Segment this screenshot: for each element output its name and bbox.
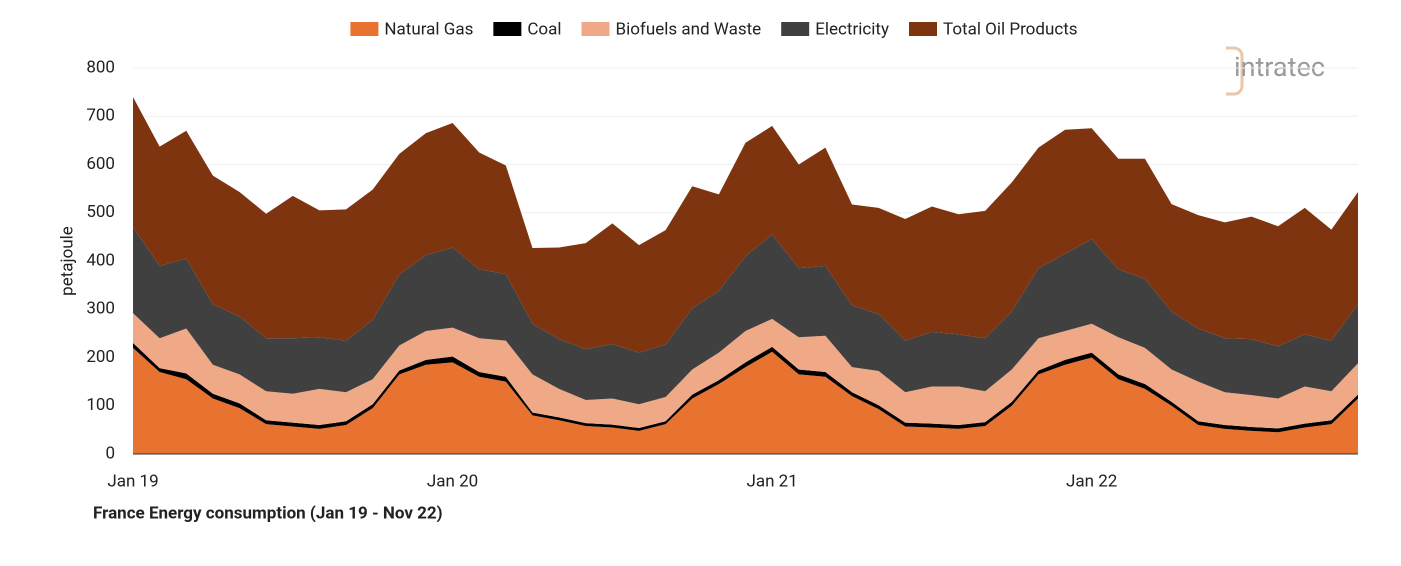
area (133, 96, 1358, 353)
logo-mark (1226, 46, 1244, 96)
x-tick-label: Jan 22 (1066, 471, 1117, 491)
area (133, 347, 1358, 454)
y-tick-label: 800 (86, 57, 115, 77)
legend-label: Total Oil Products (943, 19, 1078, 39)
legend-swatch (909, 22, 938, 36)
logo: intratec (1226, 46, 1325, 96)
legend-swatch (581, 22, 610, 36)
legend-swatch (781, 22, 810, 36)
y-tick-label: 100 (86, 395, 115, 415)
legend-swatch (493, 22, 522, 36)
y-tick-label: 400 (86, 250, 115, 270)
y-tick-label: 700 (86, 106, 115, 126)
legend: Natural Gas Coal Biofuels and Waste Electri… (350, 19, 1078, 39)
area (133, 343, 1358, 433)
y-tick-label: 0 (105, 443, 115, 463)
x-tick-label: Jan 21 (746, 471, 797, 491)
y-tick-label: 500 (86, 202, 115, 222)
logo-text: intratec (1234, 51, 1325, 83)
chart-title: France Energy consumption (Jan 19 - Nov … (93, 503, 443, 523)
legend-label: Coal (527, 19, 561, 39)
legend-swatch (350, 22, 379, 36)
legend-label: Electricity (815, 19, 889, 39)
x-tick-label: Jan 20 (427, 471, 478, 491)
x-tick-label: Jan 19 (107, 471, 158, 491)
area (133, 313, 1358, 429)
area (133, 227, 1358, 405)
y-axis-label: petajoule (57, 226, 77, 296)
legend-label: Natural Gas (384, 19, 473, 39)
legend-label: Biofuels and Waste (616, 19, 762, 39)
y-tick-label: 300 (86, 299, 115, 319)
y-tick-label: 600 (86, 154, 115, 174)
y-tick-label: 200 (86, 347, 115, 367)
